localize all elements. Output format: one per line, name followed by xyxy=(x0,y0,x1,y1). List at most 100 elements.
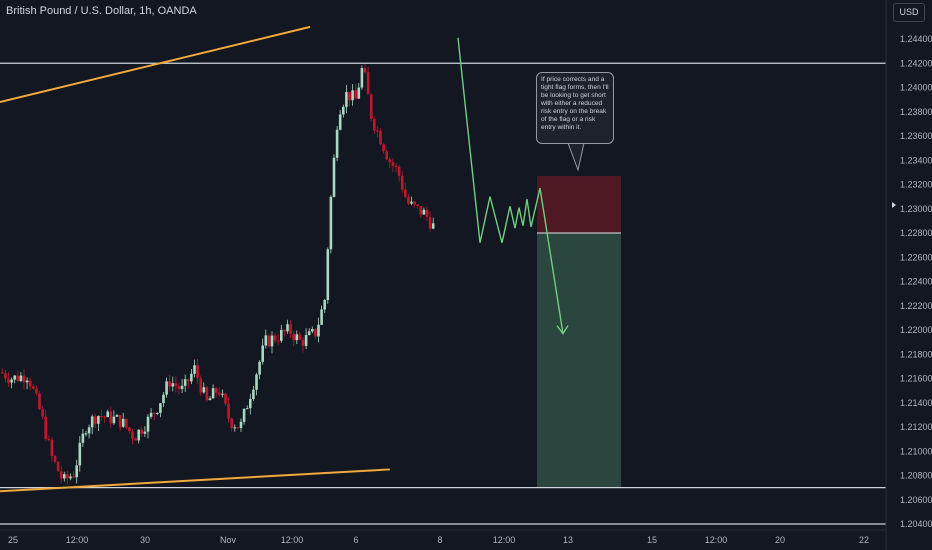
candle-body xyxy=(137,429,140,441)
candle xyxy=(419,205,423,218)
candle-body xyxy=(171,383,175,387)
candle xyxy=(267,333,271,348)
candle-body xyxy=(407,197,410,204)
price-axis-marker xyxy=(892,202,896,208)
candle-body xyxy=(66,474,69,479)
candle-body xyxy=(28,380,32,387)
candle-body xyxy=(97,416,100,424)
price-tick-label: 1.23600 xyxy=(900,131,932,141)
candle-body xyxy=(431,223,435,229)
candle xyxy=(407,194,410,206)
time-tick-label: 12:00 xyxy=(281,535,304,545)
candle xyxy=(41,406,44,420)
candle-body xyxy=(351,90,354,101)
price-tick-label: 1.21400 xyxy=(900,398,932,408)
candle xyxy=(90,414,94,435)
candle xyxy=(249,393,252,415)
candle xyxy=(307,328,311,336)
candle xyxy=(25,377,29,390)
candle xyxy=(431,217,435,230)
candle-body xyxy=(106,411,109,418)
candle-body xyxy=(394,165,398,167)
candle-body xyxy=(134,438,137,441)
candle xyxy=(428,211,432,232)
candle-body xyxy=(255,374,258,390)
candle-body xyxy=(140,429,144,434)
candle xyxy=(388,157,392,169)
candle-body xyxy=(416,204,419,206)
candle-body xyxy=(295,334,299,341)
price-tick-label: 1.20400 xyxy=(900,519,932,529)
candle-body xyxy=(342,106,345,115)
candle-body xyxy=(233,427,237,429)
candle-body xyxy=(156,412,159,414)
price-tick-label: 1.24400 xyxy=(900,34,932,44)
candle-body xyxy=(413,201,416,205)
candle xyxy=(261,338,264,365)
candle xyxy=(348,91,351,107)
candle-body xyxy=(258,361,261,375)
candle-body xyxy=(63,474,66,479)
candle-body xyxy=(59,471,63,479)
candle xyxy=(255,372,258,396)
time-tick-label: 12:00 xyxy=(493,535,516,545)
trendline-upper xyxy=(0,25,311,104)
candle-body xyxy=(90,416,94,428)
candle xyxy=(72,471,75,479)
candle-body xyxy=(25,380,29,383)
candle-body xyxy=(10,379,13,383)
candle xyxy=(224,392,227,407)
candle-body xyxy=(208,398,212,401)
candle-body xyxy=(94,416,97,424)
candle xyxy=(193,359,196,378)
candle-body xyxy=(162,394,165,404)
candle-body xyxy=(41,409,44,417)
time-tick-label: 6 xyxy=(353,535,358,545)
candle xyxy=(125,418,128,430)
candle xyxy=(66,470,69,485)
candle-body xyxy=(320,309,323,325)
candle xyxy=(311,326,314,334)
candle-body xyxy=(187,379,190,382)
price-tick-label: 1.21000 xyxy=(900,446,932,456)
candle-body xyxy=(326,249,330,301)
candle-body xyxy=(118,415,122,427)
candle-body xyxy=(357,87,361,99)
candle xyxy=(298,331,302,341)
candle xyxy=(115,413,119,417)
candle-body xyxy=(78,442,82,466)
candle xyxy=(128,426,131,434)
candle xyxy=(335,126,339,162)
candle xyxy=(208,396,212,401)
candle xyxy=(416,204,419,209)
candle xyxy=(295,330,299,344)
candle xyxy=(320,305,323,326)
candle xyxy=(56,461,60,472)
candle xyxy=(152,412,156,421)
time-tick-label: 20 xyxy=(775,535,785,545)
price-tick-label: 1.22600 xyxy=(900,252,932,262)
candle-body xyxy=(152,412,156,414)
candle-body xyxy=(397,166,401,176)
trendline-lower xyxy=(0,468,390,493)
candle xyxy=(35,385,38,396)
candle xyxy=(230,417,233,432)
candle xyxy=(190,369,193,385)
candle xyxy=(385,148,388,161)
candle xyxy=(106,409,109,418)
candle-body xyxy=(332,157,336,197)
candle xyxy=(38,391,41,411)
candle xyxy=(22,368,26,390)
candle-body xyxy=(4,373,7,379)
candle-body xyxy=(32,386,35,389)
candle xyxy=(317,317,320,343)
candle xyxy=(146,414,150,439)
candle xyxy=(97,415,100,432)
candle-body xyxy=(168,381,171,387)
candle xyxy=(357,83,361,100)
currency-button[interactable]: USD xyxy=(893,3,925,22)
price-tick-label: 1.23000 xyxy=(900,204,932,214)
candle xyxy=(360,65,364,90)
